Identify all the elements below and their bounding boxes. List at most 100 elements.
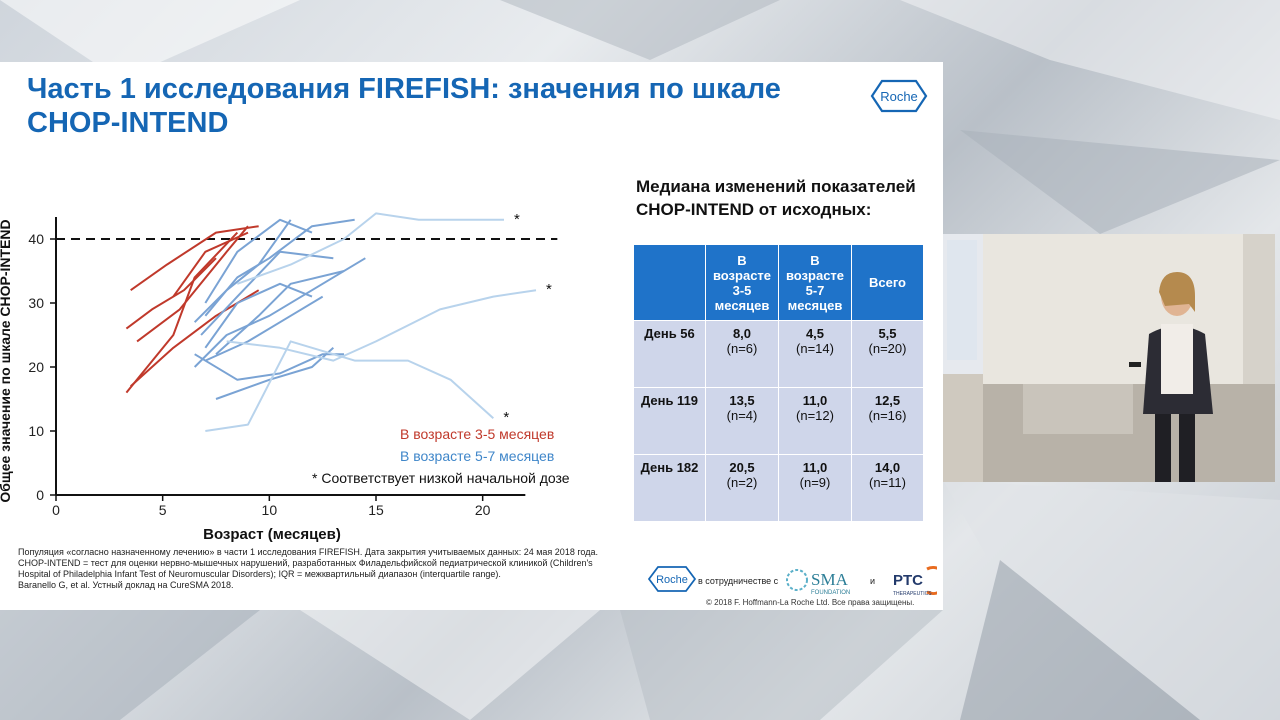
partners-and-text: и	[870, 576, 876, 586]
table-cell: 11,0 (n=9)	[778, 454, 852, 522]
y-tick-label: 0	[36, 487, 44, 503]
series-line	[226, 289, 537, 362]
asterisk-mark: *	[503, 409, 509, 426]
roche-small-logo: Roche	[648, 566, 696, 592]
cell-value: 14,0	[874, 460, 901, 475]
series-line	[194, 353, 344, 381]
series-line	[193, 219, 292, 323]
table-header-3-5: В возрасте 3-5 месяцев	[705, 244, 779, 321]
roche-small-logo-text: Roche	[656, 574, 688, 586]
series-line	[129, 289, 260, 387]
series-line	[204, 295, 324, 362]
roche-logo: Roche	[870, 79, 928, 113]
chop-intend-chart: 0 5 10 15 20 0 10 20 30 40 * * * Возраст (месяцев) Общ…	[0, 211, 570, 543]
series-line	[215, 270, 345, 355]
ptc-logo-text: PTC	[893, 572, 923, 589]
x-tick-label: 20	[475, 502, 491, 518]
cell-n: (n=2)	[726, 475, 758, 490]
x-tick-label: 5	[159, 502, 167, 518]
legend-entry: В возрасте 3-5 месяцев	[400, 426, 554, 442]
median-change-table: В возрасте 3-5 месяцев В возрасте 5-7 ме…	[633, 244, 924, 522]
series-line	[204, 282, 313, 349]
table-cell: 11,0 (n=12)	[778, 387, 852, 455]
cell-value: 8,0	[732, 326, 752, 341]
row-label: День 119	[633, 387, 706, 455]
footnote: Популяция «согласно назначенному лечению…	[18, 547, 626, 591]
sma-logo-sub: FOUNDATION	[811, 590, 850, 596]
table-cell: 8,0 (n=6)	[705, 320, 779, 388]
cell-n: (n=14)	[796, 341, 834, 356]
cell-n: (n=12)	[796, 408, 834, 423]
footnote-line: Baranello G, et al. Устный доклад на Cur…	[18, 580, 234, 590]
cell-value: 11,0	[802, 460, 828, 475]
legend-entry: * Соответствует низкой начальной дозе	[312, 470, 570, 486]
x-axis-label: Возраст (месяцев)	[203, 526, 341, 543]
table-cell: 4,5 (n=14)	[778, 320, 852, 388]
y-tick-label: 30	[28, 295, 44, 311]
cell-value: 12,5	[874, 393, 901, 408]
x-tick-label: 10	[262, 502, 278, 518]
x-tick-label: 0	[52, 502, 60, 518]
cell-n: (n=11)	[869, 475, 906, 490]
roche-logo-text: Roche	[880, 89, 918, 104]
table-row: День 182 20,5 (n=2) 11,0 (n=9) 14,0 (n=11)	[633, 454, 924, 522]
cell-value: 4,5	[805, 326, 825, 341]
presentation-slide: Часть 1 исследования FIREFISH: значения …	[0, 62, 943, 610]
asterisk-mark: *	[546, 281, 552, 298]
table-cell: 14,0 (n=11)	[851, 454, 924, 522]
table-cell: 13,5 (n=4)	[705, 387, 779, 455]
table-header-empty	[633, 244, 706, 321]
series-line	[125, 231, 239, 394]
table-header-row: В возрасте 3-5 месяцев В возрасте 5-7 ме…	[633, 244, 924, 321]
x-tick-label: 15	[368, 502, 384, 518]
table-header-5-7: В возрасте 5-7 месяцев	[778, 244, 852, 321]
series-line	[205, 340, 495, 432]
y-tick-label: 10	[28, 423, 44, 439]
cell-value: 5,5	[878, 326, 897, 341]
cell-n: (n=16)	[868, 408, 907, 423]
sma-logo-text: SMA	[811, 570, 849, 589]
series-line	[125, 257, 217, 330]
footnote-line: Популяция «согласно назначенному лечению…	[18, 547, 598, 557]
partners-with-text: в сотрудничестве с	[698, 576, 779, 586]
row-label: День 56	[633, 320, 706, 388]
y-tick-label: 20	[28, 359, 44, 375]
cell-n: (n=20)	[868, 341, 907, 356]
y-axis-label: Общее значение по шкале CHOP-INTEND	[0, 219, 13, 502]
speaker-video	[943, 234, 1275, 482]
table-row: День 119 13,5 (n=4) 11,0 (n=12) 12,5 (n=16)	[633, 387, 924, 455]
series-line	[193, 257, 366, 368]
table-header-total: Всего	[851, 244, 924, 321]
y-tick-label: 40	[28, 231, 44, 247]
table-cell: 5,5 (n=20)	[851, 320, 924, 388]
series-line	[172, 231, 249, 298]
table-cell: 12,5 (n=16)	[851, 387, 924, 455]
cell-n: (n=9)	[799, 475, 831, 490]
cell-value: 20,5	[729, 460, 755, 475]
ptc-logo-sub: THERAPEUTICS	[893, 591, 932, 597]
cell-n: (n=4)	[726, 408, 758, 423]
copyright-text: © 2018 F. Hoffmann-La Roche Ltd. Все пра…	[706, 598, 915, 607]
legend-entry: В возрасте 5-7 месяцев	[400, 448, 554, 464]
ptc-therapeutics-logo: PTC THERAPEUTICS	[893, 566, 937, 597]
partners-bar: Roche в сотрудничестве с SMA FOUNDATION …	[648, 562, 938, 602]
cell-value: 13,5	[729, 393, 755, 408]
slide-title: Часть 1 исследования FIREFISH: значения …	[27, 73, 781, 139]
cell-n: (n=6)	[726, 341, 758, 356]
table-row: День 56 8,0 (n=6) 4,5 (n=14) 5,5 (n=20)	[633, 320, 924, 388]
series-line	[204, 218, 313, 304]
series-line	[130, 225, 259, 292]
series-line	[204, 218, 355, 317]
footnote-line: CHOP-INTEND = тест для оценки нервно-мыш…	[18, 558, 593, 579]
table-cell: 20,5 (n=2)	[705, 454, 779, 522]
speaker-video-frame	[943, 234, 1275, 482]
cell-value: 11,0	[802, 393, 828, 408]
series-line	[200, 250, 334, 336]
series-line	[136, 225, 249, 343]
series-line	[236, 212, 504, 285]
sma-foundation-logo: SMA FOUNDATION	[786, 569, 850, 596]
asterisk-mark: *	[514, 211, 520, 228]
row-label: День 182	[633, 454, 706, 522]
table-title: Медиана изменений показателей CHOP-INTEN…	[636, 177, 916, 219]
